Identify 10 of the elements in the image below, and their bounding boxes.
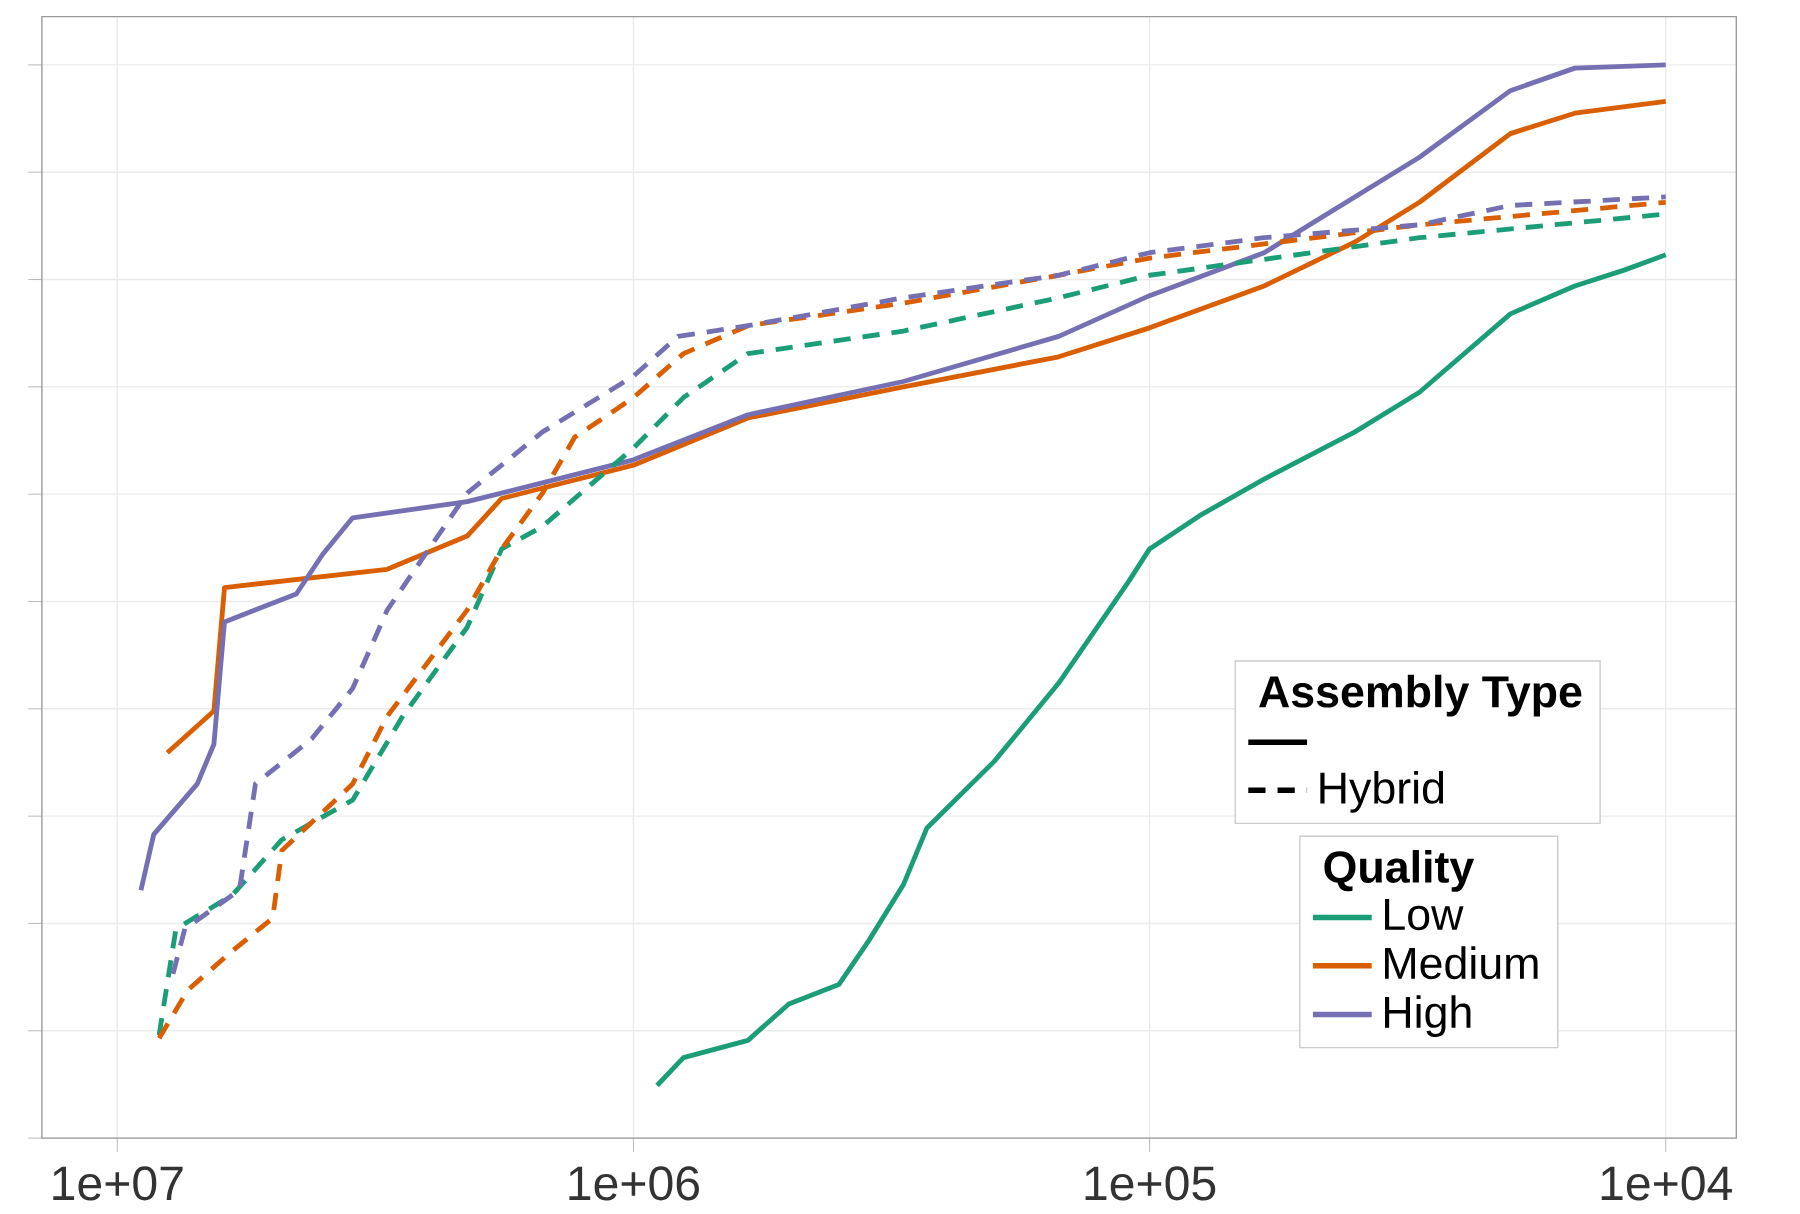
legend-title: Quality <box>1324 849 1475 892</box>
legend-label: Low <box>1385 898 1464 931</box>
x-tick-label: 1e+07 <box>53 1166 183 1201</box>
legend-label: Medium <box>1385 946 1538 980</box>
legend-label: High <box>1385 995 1471 1037</box>
annotation: Hybrid <box>1320 770 1444 813</box>
annotation: Assembly Type <box>1259 674 1582 717</box>
x-tick-label: 1e+04 <box>1601 1166 1732 1201</box>
x-tick-label: 1e+05 <box>1085 1166 1216 1201</box>
x-tick-label: 1e+06 <box>569 1166 699 1201</box>
